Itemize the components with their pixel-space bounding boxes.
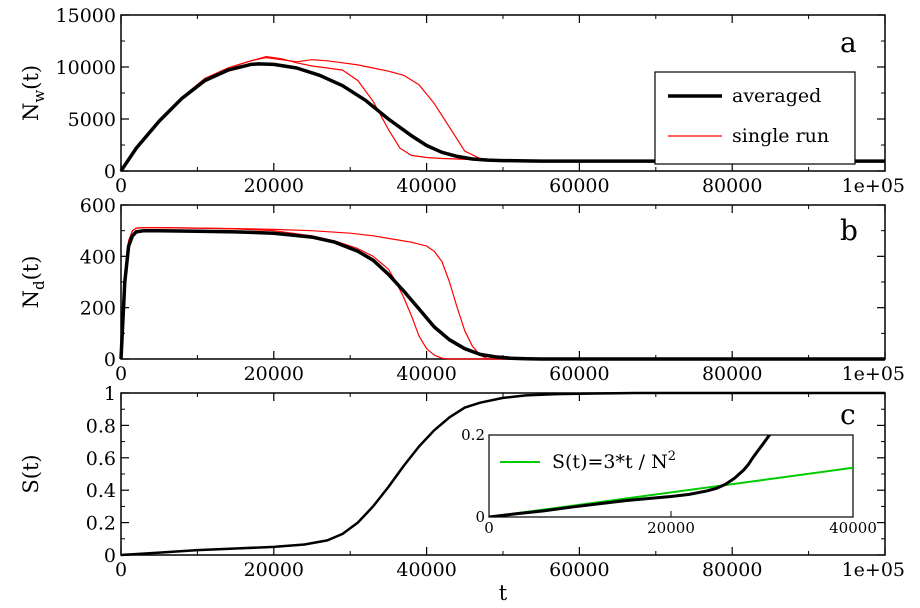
panel-c-ytick-label: 0.8 (86, 415, 116, 437)
panel-c-ytick-label: 0.2 (86, 513, 116, 535)
panel-a-ytick-label: 10000 (56, 57, 116, 79)
panel-b-series-single-run-1 (120, 227, 885, 360)
panel-b-ylabel-tail: (t) (19, 256, 43, 281)
panel-a-series-single-run-2 (120, 56, 885, 172)
panel-a-plot: 0 20000 40000 60000 80000 1e+05 0 5000 10000 1500… (56, 5, 905, 197)
panel-c-xlabel: t (499, 581, 508, 605)
panel-b-series-averaged-0 (119, 228, 885, 361)
inset-legend-label: S(t)=3*t / N2 (552, 449, 676, 473)
panel-b-xtick-label: 0 (115, 363, 127, 385)
legend-label-averaged: averaged (732, 85, 821, 107)
inset-ytick-label: 0.2 (461, 426, 485, 444)
panel-a-ylabel-main: N (19, 103, 43, 121)
panel-b-ylabel-main: N (19, 290, 43, 308)
panel-b-xtick-label: 20000 (244, 363, 304, 385)
panel-a-ylabel: Nw(t) (19, 65, 48, 121)
panel-b-series-single-run-2 (120, 227, 885, 360)
panel-c-xtick-label: 20000 (244, 559, 304, 581)
panel-b-xtick-label: 80000 (702, 363, 762, 385)
panel-b-tag: b (840, 214, 858, 247)
panel-b-ytick-label: 600 (80, 195, 116, 217)
panel-b-ytick-label: 200 (80, 298, 116, 320)
panel-c-xtick-label: 40000 (396, 559, 456, 581)
panel-b-xtick-label: 1e+05 (842, 363, 905, 385)
legend-label-single-run: single run (732, 125, 829, 147)
panel-a-tag: a (840, 26, 857, 59)
panel-c-series-averaged-0 (120, 391, 885, 557)
panel-b-ytick-label: 400 (80, 246, 116, 268)
inset-legend-sup: 2 (668, 449, 676, 464)
panel-c-xtick-label: 80000 (702, 559, 762, 581)
panel-a-xtick-label: 60000 (549, 175, 609, 197)
inset: 0 20000 40000 0 0.2 S(t)=3*t / N2 (461, 426, 877, 537)
panel-c-ytick-label: 0.6 (86, 448, 116, 470)
panel-a-xtick-label: 0 (115, 175, 127, 197)
panel-b-ylabel-sub: d (30, 280, 48, 290)
panel-a-xtick-label: 20000 (244, 175, 304, 197)
inset-xtick-label: 0 (484, 519, 494, 537)
inset-xtick-label: 40000 (829, 519, 877, 537)
panel-a-ylabel-tail: (t) (19, 65, 43, 90)
panel-c-xtick-label: 1e+05 (842, 559, 905, 581)
panel-a-xtick-label: 1e+05 (842, 175, 905, 197)
panel-b-ylabel: Nd(t) (19, 256, 48, 309)
inset-xtick-label: 20000 (647, 519, 695, 537)
panel-c-tag: c (840, 398, 856, 431)
panel-a-ytick-label: 15000 (56, 5, 116, 27)
panel-c-ytick-label: 1 (104, 383, 116, 405)
panel-a-series-averaged-0 (119, 62, 885, 172)
panel-b-xtick-label: 60000 (549, 363, 609, 385)
inset-legend-text: S(t)=3*t / N (552, 451, 668, 473)
panel-c-ytick-label: 0 (104, 545, 116, 567)
panel-a-xtick-label: 80000 (702, 175, 762, 197)
panel-a-ytick-label: 5000 (68, 109, 116, 131)
inset-plot: 0 20000 40000 0 0.2 (461, 426, 877, 537)
panel-b-plot: 0 20000 40000 60000 80000 1e+05 0 200 400 600 (80, 195, 905, 385)
inset-ytick-label: 0 (475, 508, 485, 526)
panel-a-ylabel-sub: w (30, 90, 48, 103)
panel-b-xtick-label: 40000 (396, 363, 456, 385)
legend-box (654, 71, 856, 165)
panel-c-plot: 0 20000 40000 60000 80000 1e+05 0 0.2 0.4 0.6 0.8 1 (86, 383, 905, 581)
panel-c-xtick-label: 0 (115, 559, 127, 581)
panel-c-ylabel: S(t) (19, 454, 43, 493)
panel-c-xtick-label: 60000 (549, 559, 609, 581)
panel-b-ytick-label: 0 (104, 349, 116, 371)
panel-a-xtick-label: 40000 (396, 175, 456, 197)
inset-series-data (489, 435, 772, 517)
panel-c-ytick-label: 0.4 (86, 480, 116, 502)
legend: averaged single run (654, 71, 856, 165)
panel-a-ytick-label: 0 (104, 161, 116, 183)
